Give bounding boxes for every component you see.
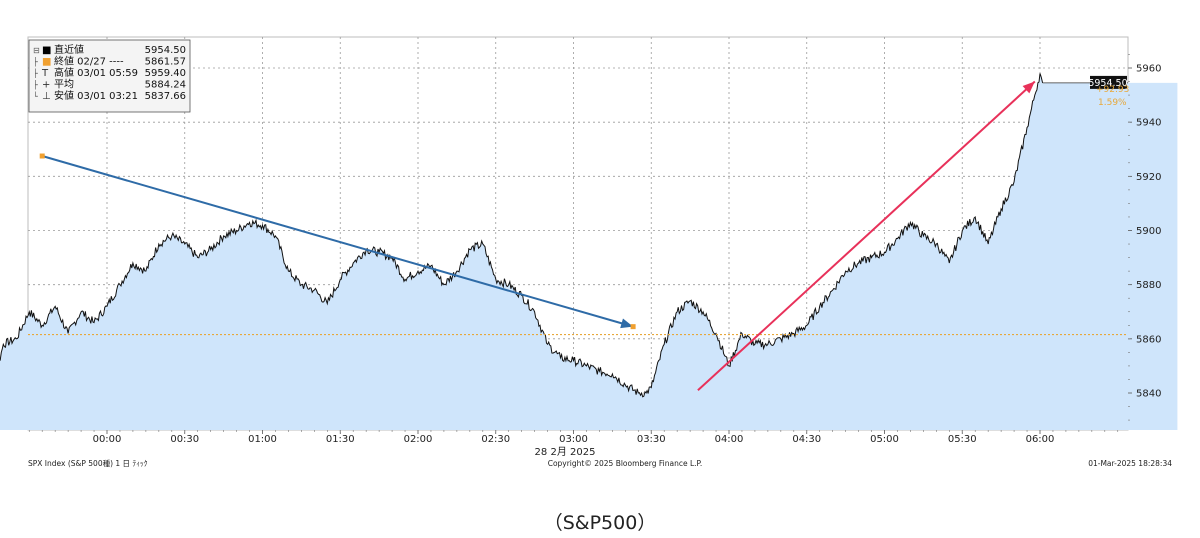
x-tick-label: 03:00 [559,434,588,445]
price-line [0,73,1044,398]
x-tick-label: 00:30 [170,434,199,445]
arrow-end-marker [630,324,636,330]
x-tick-label: 05:00 [870,434,899,445]
last-value-badge: 5954.50 [1088,75,1128,89]
x-tick-label: 03:30 [637,434,666,445]
legend-marker: + [42,80,50,91]
y-tick-label: 5940 [1136,118,1161,129]
y-tick-label: 5880 [1136,280,1161,291]
legend-value: 5861.57 [145,57,186,68]
y-tick-label: 5860 [1136,334,1161,345]
legend-marker: ■ [42,45,51,56]
legend-box: ⊟ ■ 直近値 5954.50 ├ ■ 終値 02/27 ---- 5861.57 ├ T 高値 0… [28,39,191,113]
x-tick-label: 06:00 [1026,434,1055,445]
last-value-label: 5954.50 [1088,78,1127,89]
legend-label: 安値 03/01 03:21 [54,89,138,102]
x-tick-label: 01:00 [248,434,277,445]
legend-marker: ■ [42,57,51,68]
legend-tree-glyph: ├ [33,68,38,78]
y-tick-label: 5840 [1136,389,1161,400]
legend-label: 高値 03/01 05:59 [54,66,138,79]
y-tick-label: 5900 [1136,226,1161,237]
y-tick-label: 5960 [1136,64,1161,75]
chart-caption: （S&P500） [543,512,657,534]
x-tick-label: 01:30 [326,434,355,445]
blue-trend-arrow [41,155,634,328]
legend-marker: ⊥ [42,91,51,102]
x-tick-label: 00:00 [93,434,122,445]
legend-value: 5954.50 [145,45,186,56]
legend-value: 5959.40 [145,68,186,79]
area-fill [0,73,1178,430]
red-trend-arrow [697,80,1036,392]
legend-label: 平均 [54,79,74,91]
arrow-start-marker [39,153,45,159]
legend-tree-glyph: ├ [33,57,38,67]
legend-tree-glyph: ├ [33,80,38,90]
arrow-head [620,318,634,329]
legend-tree-glyph: └ [33,91,38,101]
x-tick-label: 04:30 [792,434,821,445]
arrow-head [1022,81,1035,94]
x-tick-label: 02:00 [404,434,433,445]
y-tick-label: 5920 [1136,172,1161,183]
legend-tree-glyph: ⊟ [33,46,40,55]
footer-copyright: Copyright© 2025 Bloomberg Finance L.P. [548,459,703,468]
change-value: +92.93 [1096,85,1129,95]
legend-marker: T [41,68,49,79]
legend-label: 直近値 [54,43,84,56]
legend-value: 5884.24 [145,80,186,91]
trend-arrows [39,80,1036,392]
date-label: 28 2月 2025 [535,446,596,458]
x-axis: 00:00 00:30 01:00 01:30 02:00 02:30 03:00 03:30… [28,430,1119,445]
legend-value: 5837.66 [145,91,186,102]
y-axis: 5840 5860 5880 5900 5920 5940 5960 [1128,54,1161,421]
footer-timestamp: 01-Mar-2025 18:28:34 [1088,459,1172,468]
x-tick-label: 04:00 [715,434,744,445]
legend-label: 終値 02/27 ---- [54,55,124,68]
x-tick-label: 05:30 [948,434,977,445]
x-tick-label: 02:30 [481,434,510,445]
footer-index: SPX Index (S&P 500種) 1 日 ﾃｨｯｸ [28,458,148,468]
change-percent: 1.59% [1098,98,1127,108]
